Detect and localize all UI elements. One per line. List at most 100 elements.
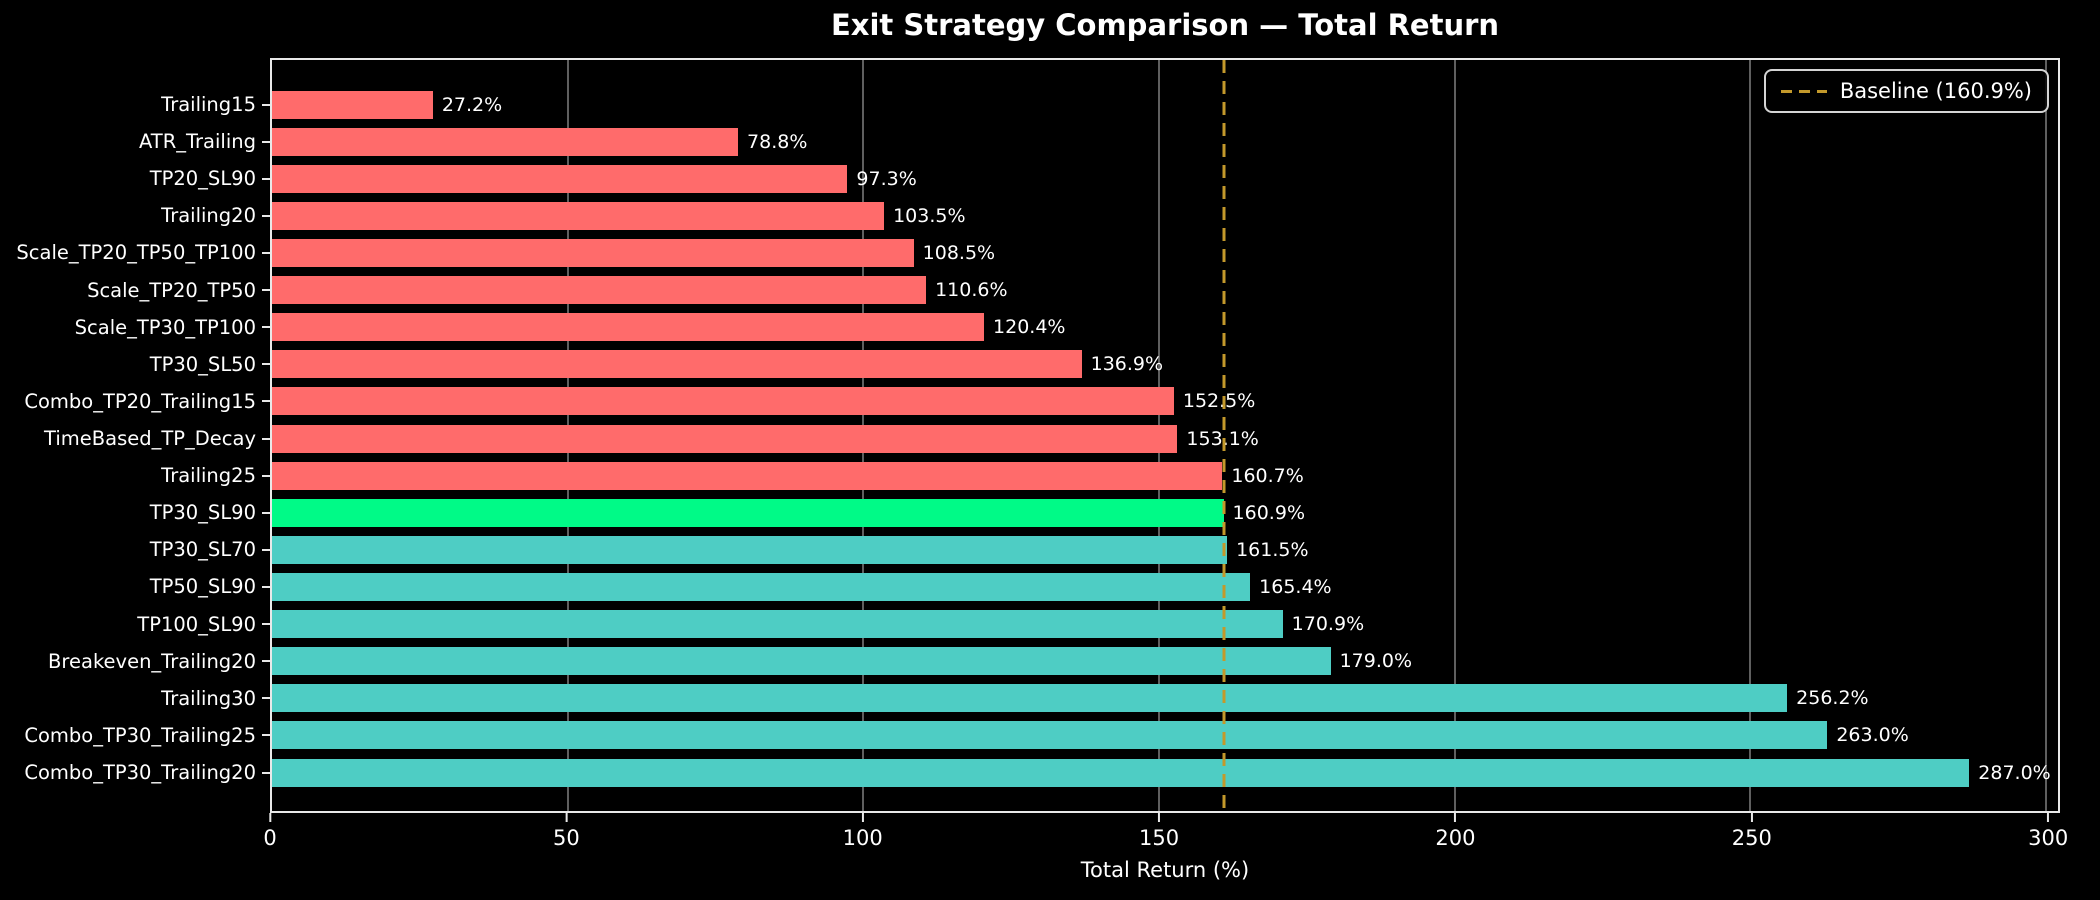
y-tick-mark <box>262 437 270 440</box>
bar-value-label: 170.9% <box>1291 613 1365 636</box>
y-tick-row: TP50_SL90 <box>0 568 270 605</box>
x-tick-label: 50 <box>552 826 580 850</box>
bar-row: 263.0% <box>272 717 2058 754</box>
y-tick-label: Combo_TP20_Trailing15 <box>24 389 256 413</box>
bar <box>272 350 1082 379</box>
bar <box>272 164 848 193</box>
x-tick: 50 <box>553 813 580 850</box>
bar-value-label: 108.5% <box>922 241 996 264</box>
y-tick-label: Trailing30 <box>161 686 256 710</box>
y-tick-row: Trailing30 <box>0 680 270 717</box>
y-tick-label: ATR_Trailing <box>138 130 256 154</box>
bar-value-label: 78.8% <box>747 130 808 153</box>
bar <box>272 461 1223 490</box>
bar-value-label: 160.7% <box>1231 464 1304 487</box>
y-tick-label: Scale_TP20_TP50_TP100 <box>16 241 256 265</box>
y-axis-tick-labels: Trailing15 ATR_Trailing TP20_SL90 Trailing2… <box>0 60 270 811</box>
y-tick-label: Scale_TP20_TP50 <box>87 278 256 302</box>
x-tick: 0 <box>263 813 277 850</box>
x-tick-label: 200 <box>1435 826 1476 850</box>
bar <box>272 572 1251 601</box>
bar-value-label: 27.2% <box>441 93 503 116</box>
x-tick-mark <box>1158 813 1161 822</box>
bar <box>272 610 1283 639</box>
bar-row: 256.2% <box>272 680 2058 717</box>
y-tick-mark <box>262 771 270 774</box>
bar-row: 103.5% <box>272 197 2058 234</box>
y-tick-mark <box>262 103 270 106</box>
y-tick-mark <box>262 511 270 514</box>
y-tick-row: Scale_TP30_TP100 <box>0 309 270 346</box>
bar-value-label: 152.5% <box>1182 390 1256 413</box>
bar-row: 153.1% <box>272 420 2058 457</box>
y-tick-mark <box>262 697 270 700</box>
y-tick-mark <box>262 623 270 626</box>
x-tick: 200 <box>1435 813 1475 850</box>
bar <box>272 313 985 342</box>
y-tick-label: TP30_SL90 <box>149 501 256 525</box>
bar-value-label: 263.0% <box>1836 724 1909 747</box>
y-tick-label: Breakeven_Trailing20 <box>48 649 256 673</box>
y-tick-label: TP30_SL70 <box>149 538 256 562</box>
y-tick-mark <box>262 585 270 588</box>
bar-row: 108.5% <box>272 234 2058 271</box>
bar-value-label: 120.4% <box>993 316 1066 339</box>
bar-row: 161.5% <box>272 531 2058 568</box>
bar <box>272 127 739 156</box>
bar <box>272 758 1970 787</box>
bar <box>272 535 1228 564</box>
baseline-dash-icon <box>1780 89 1827 93</box>
y-tick-row: Trailing15 <box>0 86 270 123</box>
bar-value-label: 160.9% <box>1232 501 1305 524</box>
y-tick-row: TimeBased_TP_Decay <box>0 420 270 457</box>
bar-value-label: 287.0% <box>1978 761 2051 784</box>
y-tick-mark <box>262 363 270 366</box>
bar <box>272 498 1224 527</box>
x-tick-mark <box>269 813 271 822</box>
x-tick-mark <box>1750 813 1753 822</box>
bar-row: 287.0% <box>272 754 2058 791</box>
bar-value-label: 136.9% <box>1090 353 1164 376</box>
y-tick-row: Trailing25 <box>0 457 270 494</box>
y-tick-label: Trailing20 <box>161 204 256 228</box>
bar <box>272 684 1788 713</box>
y-tick-mark <box>262 214 270 217</box>
legend: Baseline (160.9%) <box>1763 69 2049 113</box>
bar-row: 78.8% <box>272 123 2058 160</box>
x-tick-label: 0 <box>263 826 277 850</box>
x-tick: 300 <box>2028 813 2068 850</box>
bar <box>272 424 1178 453</box>
x-tick: 250 <box>1732 813 1772 850</box>
chart-title: Exit Strategy Comparison — Total Return <box>830 8 1500 42</box>
y-tick-row: TP30_SL70 <box>0 531 270 568</box>
y-tick-label: Combo_TP30_Trailing25 <box>24 723 256 747</box>
x-tick-label: 300 <box>2028 826 2069 850</box>
bar-row: 120.4% <box>272 309 2058 346</box>
x-tick-mark <box>565 813 568 822</box>
y-tick-row: TP30_SL90 <box>0 494 270 531</box>
baseline-reference-line <box>1222 60 1226 811</box>
y-tick-mark <box>262 734 270 737</box>
y-tick-row: Trailing20 <box>0 197 270 234</box>
bar <box>272 721 1828 750</box>
bar-value-label: 165.4% <box>1259 575 1332 598</box>
y-tick-row: Scale_TP20_TP50 <box>0 272 270 309</box>
bar-row: 97.3% <box>272 160 2058 197</box>
y-tick-row: TP20_SL90 <box>0 160 270 197</box>
x-tick-mark <box>2047 813 2050 822</box>
y-tick-row: Combo_TP20_Trailing15 <box>0 383 270 420</box>
y-tick-label: TimeBased_TP_Decay <box>44 427 256 451</box>
bar-row: 152.5% <box>272 383 2058 420</box>
x-tick: 150 <box>1139 813 1179 850</box>
plot-area: 27.2% 78.8% 97.3% 103.5% 108.5% 110.6% 120.4% 1… <box>270 58 2060 813</box>
bar <box>272 201 885 230</box>
bar-row: 179.0% <box>272 643 2058 680</box>
y-tick-label: TP30_SL50 <box>149 352 256 376</box>
y-tick-mark <box>262 660 270 663</box>
bar-value-label: 110.6% <box>935 279 1008 302</box>
bar <box>272 387 1174 416</box>
y-tick-label: Scale_TP30_TP100 <box>74 315 256 339</box>
y-tick-mark <box>262 548 270 551</box>
x-tick-mark <box>861 813 864 822</box>
